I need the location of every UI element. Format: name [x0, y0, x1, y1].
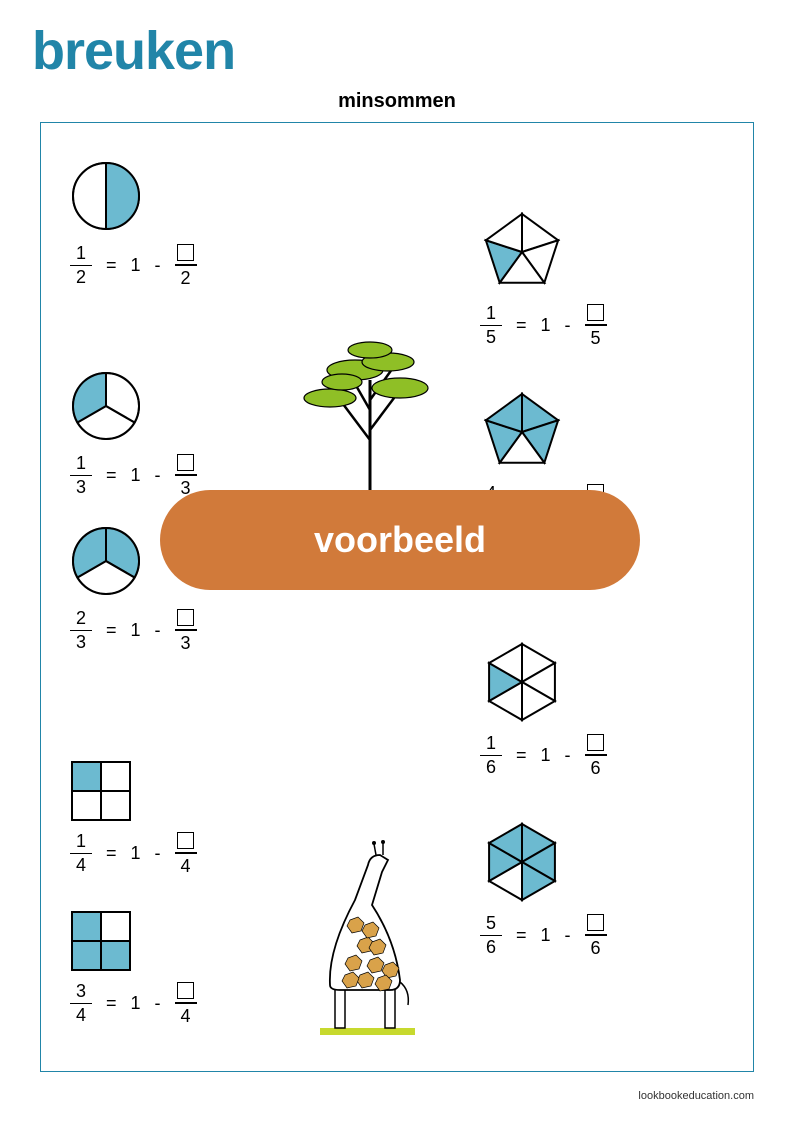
- fraction-shape: [480, 210, 607, 294]
- answer-box[interactable]: [177, 244, 194, 261]
- fraction-shape: [480, 390, 607, 474]
- footer-credit: lookbookeducation.com: [638, 1090, 754, 1102]
- answer-box[interactable]: [177, 832, 194, 849]
- problem-p5: 34 =1- 4: [70, 910, 197, 1025]
- giraffe-icon: [300, 830, 430, 1045]
- page-title: breuken: [32, 20, 235, 82]
- problem-p4: 14 =1- 4: [70, 760, 197, 875]
- tree-icon: [300, 320, 440, 515]
- problem-p8: 16 =1- 6: [480, 640, 607, 777]
- problem-p6: 15 =1- 5: [480, 210, 607, 347]
- fraction-shape: [70, 910, 197, 972]
- fraction-shape: [70, 160, 197, 234]
- problem-p9: 56 =1- 6: [480, 820, 607, 957]
- watermark-text: voorbeeld: [314, 519, 486, 561]
- problem-p1: 12 =1- 2: [70, 160, 197, 287]
- fraction-shape: [70, 370, 197, 444]
- page-subtitle: minsommen: [0, 90, 794, 113]
- answer-box[interactable]: [587, 734, 604, 751]
- answer-box[interactable]: [177, 609, 194, 626]
- worksheet-page: breuken minsommen 12 =1- 213 =1- 323 =1-: [0, 0, 794, 1122]
- answer-box[interactable]: [587, 914, 604, 931]
- problem-p2: 13 =1- 3: [70, 370, 197, 497]
- answer-box[interactable]: [177, 982, 194, 999]
- fraction-shape: [70, 760, 197, 822]
- answer-box[interactable]: [177, 454, 194, 471]
- watermark-badge: voorbeeld: [160, 490, 640, 590]
- fraction-shape: [480, 640, 607, 724]
- answer-box[interactable]: [587, 304, 604, 321]
- fraction-shape: [480, 820, 607, 904]
